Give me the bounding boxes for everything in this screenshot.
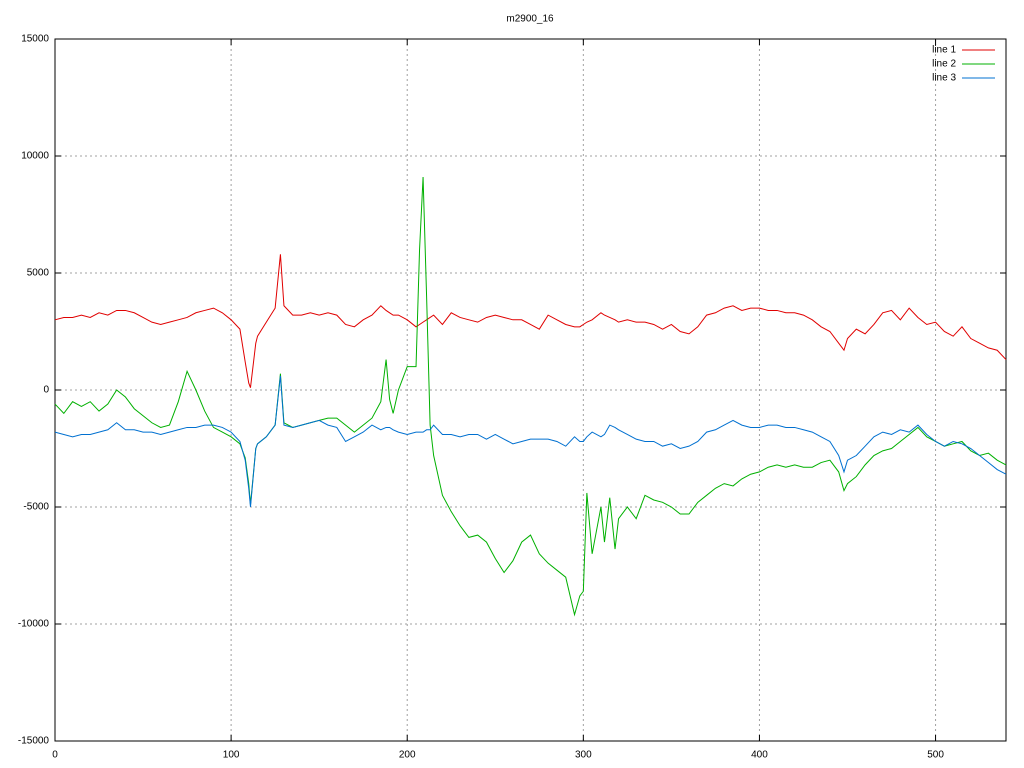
y-tick-label: 10000 (21, 151, 49, 162)
y-tick-label: -15000 (18, 736, 50, 747)
y-tick-label: -5000 (23, 502, 49, 513)
legend-label: line 3 (932, 73, 956, 84)
series-line (54, 177, 1007, 617)
x-tick-label: 200 (399, 750, 416, 761)
x-tick-label: 100 (223, 750, 240, 761)
y-tick-label: 0 (43, 385, 49, 396)
x-tick-label: 0 (52, 750, 58, 761)
chart-title: m2900_16 (506, 14, 554, 25)
legend-label: line 2 (932, 59, 956, 70)
plot-border (54, 38, 1007, 742)
x-tick-label: 400 (751, 750, 768, 761)
y-tick-label: 5000 (27, 268, 50, 279)
y-tick-label: 15000 (21, 34, 49, 45)
x-tick-label: 500 (927, 750, 944, 761)
y-tick-label: -10000 (18, 619, 50, 630)
series-line (54, 375, 1007, 508)
x-tick-label: 300 (575, 750, 592, 761)
legend-label: line 1 (932, 45, 956, 56)
series-line (54, 254, 1007, 388)
